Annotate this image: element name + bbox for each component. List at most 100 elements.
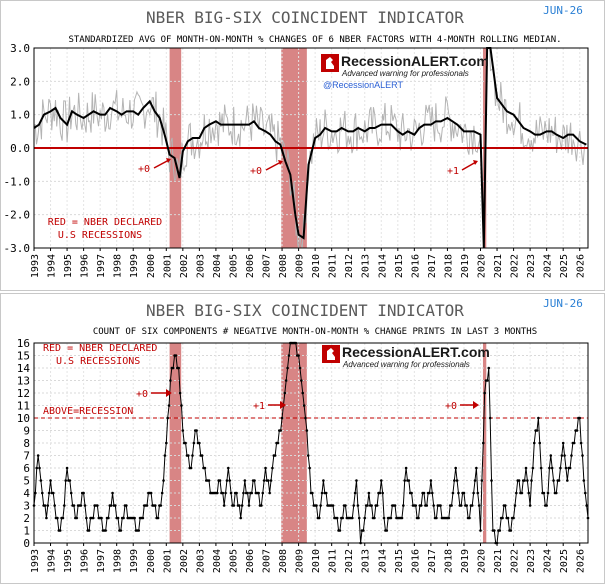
x-tick-label: 2009 bbox=[295, 254, 306, 278]
count-point bbox=[459, 504, 463, 507]
count-point bbox=[215, 491, 219, 495]
count-point bbox=[422, 491, 426, 495]
count-point bbox=[297, 354, 300, 357]
count-point bbox=[512, 516, 515, 520]
count-point bbox=[400, 516, 404, 520]
count-point bbox=[283, 391, 287, 395]
count-point bbox=[575, 429, 579, 432]
x-tick-label: 2009 bbox=[295, 549, 306, 573]
count-point bbox=[45, 516, 48, 520]
count-point bbox=[114, 504, 117, 507]
count-point bbox=[375, 504, 379, 507]
y-tick-label: 0 bbox=[23, 537, 30, 550]
count-point bbox=[35, 466, 39, 470]
count-point bbox=[483, 391, 486, 395]
y-tick-label: 10 bbox=[17, 412, 30, 425]
count-point bbox=[137, 529, 141, 532]
count-point bbox=[166, 416, 169, 420]
count-point bbox=[203, 466, 207, 470]
y-tick-label: -1.0 bbox=[4, 175, 31, 188]
count-point bbox=[473, 479, 477, 482]
y-tick-label: 9 bbox=[23, 425, 30, 438]
count-point bbox=[43, 504, 47, 507]
x-tick-label: 1995 bbox=[63, 549, 74, 573]
count-point bbox=[546, 491, 550, 495]
count-point bbox=[356, 504, 360, 507]
x-tick-label: 2004 bbox=[212, 254, 223, 278]
count-point bbox=[559, 466, 562, 470]
y-tick-label: 16 bbox=[17, 337, 30, 350]
count-point bbox=[200, 454, 204, 457]
count-point bbox=[487, 366, 491, 370]
count-point bbox=[362, 529, 365, 532]
y-tick-label: 1.0 bbox=[10, 109, 30, 122]
count-point bbox=[526, 479, 529, 482]
count-point bbox=[373, 516, 376, 520]
x-tick-label: 2010 bbox=[311, 254, 322, 278]
count-point bbox=[315, 504, 318, 507]
count-point bbox=[476, 491, 480, 495]
y-tick-label: 7 bbox=[23, 450, 30, 463]
count-point bbox=[304, 416, 307, 420]
x-tick-label: 2019 bbox=[460, 254, 471, 278]
count-point bbox=[268, 491, 271, 495]
count-point bbox=[266, 479, 270, 482]
count-point bbox=[162, 479, 165, 482]
count-point bbox=[379, 479, 383, 482]
x-tick-label: 2008 bbox=[278, 549, 289, 573]
y-tick-label: 14 bbox=[17, 362, 31, 375]
count-point bbox=[149, 491, 153, 495]
count-point bbox=[468, 516, 471, 520]
count-point bbox=[222, 504, 226, 507]
count-point bbox=[262, 479, 266, 482]
x-tick-label: 2000 bbox=[146, 254, 157, 278]
y-tick-label: 2 bbox=[23, 512, 30, 525]
chart-top-subtitle: STANDARDIZED AVG OF MONTH-ON-MONTH % CHA… bbox=[68, 35, 561, 45]
count-point bbox=[308, 466, 311, 470]
x-tick-label: 2007 bbox=[262, 254, 273, 278]
chart-bottom-threshold-label: ABOVE=RECESSION bbox=[43, 406, 133, 417]
chart-top-annotations: +0 +0 +1 bbox=[138, 158, 478, 177]
count-point bbox=[261, 491, 265, 495]
count-point bbox=[453, 479, 456, 482]
count-point bbox=[224, 491, 227, 495]
y-tick-label: -2.0 bbox=[4, 209, 31, 222]
count-point bbox=[58, 529, 62, 532]
x-tick-label: 1993 bbox=[30, 254, 41, 278]
x-tick-label: 1997 bbox=[96, 549, 107, 573]
count-point bbox=[404, 466, 408, 470]
count-point bbox=[246, 491, 249, 495]
count-point bbox=[549, 454, 553, 457]
count-point bbox=[305, 429, 309, 432]
count-point bbox=[153, 504, 157, 507]
chart-top-plot-frame bbox=[33, 47, 589, 249]
count-point bbox=[257, 491, 260, 495]
x-tick-label: 1999 bbox=[129, 254, 140, 278]
logo-tagline: Advanced warning for professionals bbox=[341, 69, 469, 78]
chart-bottom-date: JUN-26 bbox=[543, 297, 583, 310]
count-point bbox=[515, 491, 518, 495]
x-tick-label: 2014 bbox=[377, 549, 388, 573]
count-point bbox=[317, 516, 321, 520]
count-point bbox=[528, 504, 532, 507]
count-point bbox=[264, 466, 267, 470]
count-point bbox=[355, 479, 358, 482]
count-point bbox=[561, 441, 565, 445]
count-point bbox=[160, 491, 164, 495]
x-tick-label: 2002 bbox=[179, 549, 190, 573]
count-point bbox=[538, 441, 542, 445]
count-point bbox=[457, 491, 460, 495]
x-tick-label: 2015 bbox=[394, 254, 405, 278]
count-point bbox=[242, 491, 245, 495]
count-point bbox=[378, 491, 382, 495]
count-point bbox=[537, 416, 540, 420]
count-point bbox=[552, 479, 555, 482]
count-point bbox=[189, 466, 193, 470]
count-point bbox=[306, 454, 310, 457]
arrowhead-icon bbox=[473, 401, 479, 409]
x-tick-label: 2013 bbox=[361, 549, 372, 573]
count-point bbox=[181, 429, 185, 432]
count-point bbox=[269, 479, 273, 482]
count-point bbox=[238, 504, 241, 507]
count-point bbox=[341, 516, 344, 520]
